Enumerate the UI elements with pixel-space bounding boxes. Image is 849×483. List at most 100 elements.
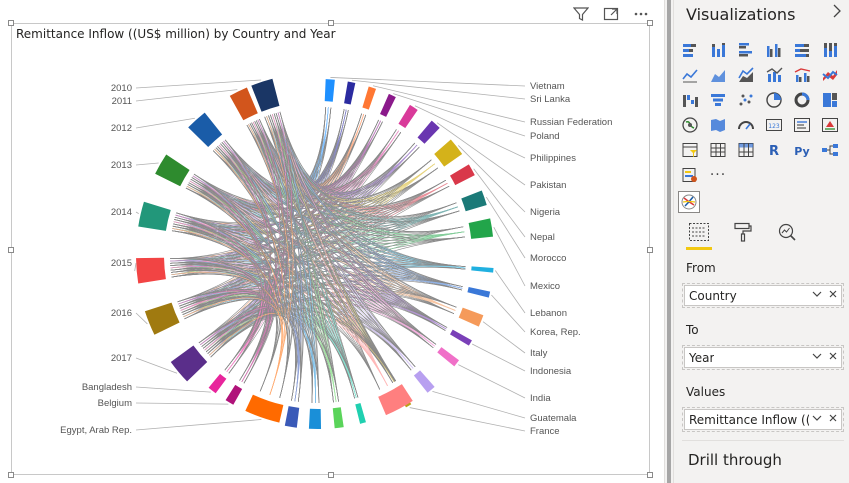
more-options-icon[interactable] [632,5,650,23]
matrix-icon[interactable] [734,138,758,162]
stacked-column-chart-icon[interactable] [706,38,730,62]
line-and-stacked-column-chart-icon[interactable] [762,63,786,87]
r-script-visual-icon[interactable]: R [762,138,786,162]
funnel-chart-icon[interactable] [706,88,730,112]
arc-label: Egypt, Arab Rep. [60,425,132,436]
resize-handle[interactable] [8,20,14,26]
arc-belgium [225,384,243,405]
fields-tab[interactable] [686,222,712,250]
kpi-icon[interactable] [818,113,842,137]
area-chart-icon[interactable] [706,63,730,87]
chord-line [193,173,381,390]
focus-mode-icon[interactable] [602,5,620,23]
100-stacked-bar-chart-icon[interactable] [790,38,814,62]
resize-handle[interactable] [8,472,14,478]
arc-label: 2016 [111,308,132,319]
gauge-icon[interactable] [734,113,758,137]
chevron-right-icon[interactable] [831,4,843,22]
chord-line [248,124,465,236]
arc-mexico [468,218,494,239]
line-chart-icon[interactable] [678,63,702,87]
chord-line [175,214,388,386]
scrollbar[interactable] [667,0,671,483]
chord-line [259,118,381,390]
scatter-chart-icon[interactable] [734,88,758,112]
leader-line [414,105,526,159]
pie-chart-icon[interactable] [762,88,786,112]
leader-line [393,93,526,137]
waterfall-chart-icon[interactable] [678,88,702,112]
arc-label: 2012 [111,123,132,134]
leader-line [135,357,178,374]
chord-ribbons [170,107,466,403]
resize-handle[interactable] [647,20,653,26]
resize-handle[interactable] [8,247,14,253]
chord-line [259,118,313,403]
chord-line [170,269,412,371]
resize-handle[interactable] [647,247,653,253]
clustered-column-chart-icon[interactable] [762,38,786,62]
100-stacked-column-chart-icon[interactable] [818,38,842,62]
close-icon[interactable] [828,289,838,302]
to-field-pill[interactable]: Year [684,347,842,368]
filter-icon[interactable] [572,5,590,23]
chord-line [170,264,262,371]
arc-indonesia [450,329,472,346]
values-well-label: Values [686,385,726,399]
from-well[interactable]: Country [682,283,844,308]
chord-line [171,272,283,396]
treemap-icon[interactable] [818,88,842,112]
resize-handle[interactable] [328,472,334,478]
arc-morocco [461,190,487,212]
arc-label: Poland [530,131,560,142]
table-icon[interactable] [706,138,730,162]
close-icon[interactable] [828,413,838,426]
donut-chart-icon[interactable] [790,88,814,112]
resize-handle[interactable] [647,472,653,478]
line-and-clustered-column-chart-icon[interactable] [790,63,814,87]
close-icon[interactable] [828,351,838,364]
card-icon[interactable]: 123 [762,113,786,137]
chord-line [177,288,268,381]
python-visual-icon[interactable]: Py [790,138,814,162]
arc-label: Morocco [530,253,566,264]
key-influencers-icon[interactable] [678,163,702,187]
fields-icon [689,223,709,241]
leader-line [491,294,526,333]
stacked-bar-chart-icon[interactable] [678,38,702,62]
arc-label: Indonesia [530,366,572,377]
arc-label: 2013 [111,160,132,171]
values-well[interactable]: Remittance Inflow ((US$ [682,407,844,432]
chevron-down-icon[interactable] [812,413,822,426]
chord-line [275,112,320,403]
chevron-down-icon[interactable] [812,351,822,364]
stacked-area-chart-icon[interactable] [734,63,758,87]
clustered-bar-chart-icon[interactable] [734,38,758,62]
svg-text:Py: Py [794,145,809,158]
from-field-pill[interactable]: Country [684,285,842,306]
chord-custom-visual-icon[interactable] [678,191,700,213]
chord-line [177,146,420,303]
arc-segment [378,384,413,416]
filled-map-icon[interactable] [706,113,730,137]
analytics-tab[interactable] [774,222,800,250]
analytics-icon [778,223,796,241]
chord-diagram: Vietnam Sri Lanka Russian Federation Poland… [60,77,612,437]
drill-through-heading: Drill through [688,451,782,469]
values-field-pill[interactable]: Remittance Inflow ((US$ [684,409,842,430]
resize-handle[interactable] [328,20,334,26]
decomposition-tree-icon[interactable] [818,138,842,162]
ribbon-chart-icon[interactable] [818,63,842,87]
leader-line [471,343,526,372]
chevron-down-icon[interactable] [812,289,822,302]
to-well[interactable]: Year [682,345,844,370]
leader-line [473,168,526,238]
slicer-icon[interactable] [678,138,702,162]
chord-visual[interactable] [8,20,653,478]
multi-row-card-icon[interactable] [790,113,814,137]
arc-label: Mexico [530,281,560,292]
format-tab[interactable] [730,222,756,250]
more-visuals-icon[interactable]: ··· [709,167,727,183]
map-icon[interactable] [678,113,702,137]
chord-line [279,111,314,403]
